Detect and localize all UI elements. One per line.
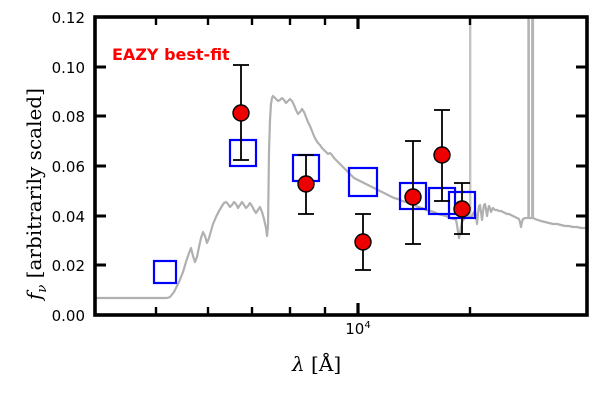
observed-photometry-markers — [232, 104, 471, 251]
y-tick-label-1: 0.02 — [51, 257, 85, 275]
eazy-best-fit-annotation: EAZY best-fit — [112, 45, 230, 64]
x-tick-label-1e4: 104 — [345, 320, 371, 338]
model-spectrum-curve — [94, 17, 588, 300]
y-tick-label-4: 0.08 — [51, 108, 85, 126]
y-tick-label-3: 0.06 — [51, 158, 85, 176]
y-tick-label-6: 0.12 — [51, 9, 85, 27]
observed-point-4 — [404, 188, 422, 206]
model-square-4 — [347, 166, 379, 198]
x-axis-label: λ [Å] — [292, 352, 342, 376]
x-axis-ticks — [154, 17, 472, 315]
observed-point-3 — [354, 233, 372, 251]
observed-point-1 — [232, 104, 250, 122]
model-square-1 — [152, 259, 178, 285]
y-axis-ticks — [95, 15, 587, 317]
y-tick-label-5: 0.10 — [51, 59, 85, 77]
y-tick-label-0: 0.00 — [51, 307, 85, 325]
model-square-2 — [228, 138, 258, 168]
observed-point-6 — [453, 200, 471, 218]
y-axis-label: fν [arbitrarily scaled] — [22, 88, 50, 300]
observed-point-2 — [297, 175, 315, 193]
observed-point-5 — [433, 146, 451, 164]
y-tick-label-2: 0.04 — [51, 208, 85, 226]
